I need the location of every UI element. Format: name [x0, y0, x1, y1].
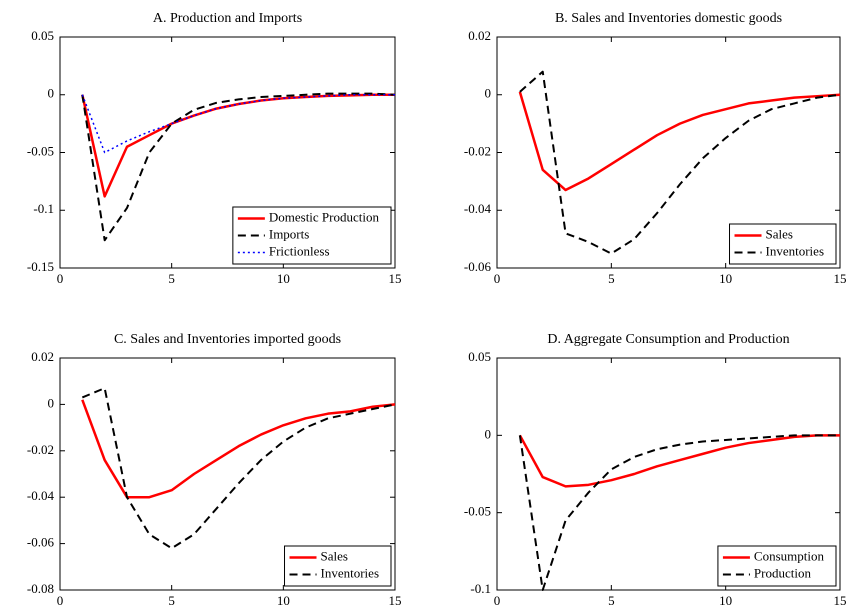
- x-tick-label: 0: [57, 271, 64, 286]
- y-tick-label: 0: [485, 86, 492, 101]
- x-tick-label: 5: [608, 593, 615, 608]
- series-line: [81, 387, 396, 550]
- legend-box: [232, 206, 392, 265]
- subplot: A. Production and Imports -0.15 -0.1 -0.05 0…: [27, 11, 402, 286]
- y-tick-label: 0: [485, 426, 492, 441]
- legend-label: Consumption: [754, 548, 825, 563]
- legend-label: Sales: [321, 548, 348, 563]
- legend-label: Imports: [269, 226, 309, 241]
- series-line: [81, 399, 396, 499]
- legend-box: [729, 223, 837, 265]
- y-tick-label: -0.06: [27, 535, 55, 550]
- subplot-title: B. Sales and Inventories domestic goods: [555, 11, 782, 26]
- x-tick-label: 15: [834, 271, 847, 286]
- x-tick-label: 5: [168, 271, 175, 286]
- series-line: [518, 91, 841, 192]
- legend-box: [284, 545, 392, 587]
- y-tick-label: -0.05: [27, 143, 54, 158]
- legend: Sales Inventories: [284, 545, 392, 587]
- series-line: [81, 94, 395, 154]
- x-tick-label: 15: [834, 593, 847, 608]
- y-tick-label: -0.02: [27, 442, 54, 457]
- legend-label: Sales: [766, 226, 793, 241]
- legend-box: [717, 545, 837, 587]
- y-tick-label: -0.1: [33, 201, 54, 216]
- x-tick-label: 15: [389, 271, 402, 286]
- y-tick-label: 0.05: [468, 349, 491, 364]
- y-tick-label: 0.02: [468, 28, 491, 43]
- y-tick-label: -0.06: [464, 259, 492, 274]
- x-tick-label: 0: [494, 593, 501, 608]
- x-tick-label: 0: [494, 271, 501, 286]
- x-tick-label: 10: [719, 593, 732, 608]
- y-tick-label: 0.02: [31, 349, 54, 364]
- subplot: D. Aggregate Consumption and Production -…: [464, 332, 847, 608]
- y-tick-label: -0.1: [470, 581, 491, 596]
- legend: Domestic Production Imports Frictionless: [232, 206, 392, 265]
- series-line: [81, 93, 395, 198]
- x-tick-label: 10: [719, 271, 732, 286]
- y-tick-label: 0: [48, 86, 55, 101]
- subplot: B. Sales and Inventories domestic goods -…: [464, 11, 847, 286]
- y-tick-label: -0.04: [464, 201, 492, 216]
- subplot-title: A. Production and Imports: [153, 11, 302, 26]
- legend: Consumption Production: [717, 545, 837, 587]
- legend-label: Production: [754, 565, 812, 580]
- series-line: [519, 70, 841, 255]
- legend-label: Inventories: [321, 565, 379, 580]
- series-line: [518, 434, 840, 488]
- y-tick-label: -0.02: [464, 143, 491, 158]
- subplot-title: D. Aggregate Consumption and Production: [547, 332, 789, 347]
- x-tick-label: 10: [277, 593, 290, 608]
- y-tick-label: -0.08: [27, 581, 54, 596]
- legend: Sales Inventories: [729, 223, 837, 265]
- x-tick-label: 5: [168, 593, 175, 608]
- series-line: [518, 434, 840, 591]
- legend-label: Frictionless: [269, 243, 330, 258]
- y-tick-label: 0.05: [31, 28, 54, 43]
- legend-label: Domestic Production: [269, 209, 380, 224]
- x-tick-label: 5: [608, 271, 615, 286]
- series-line: [81, 92, 396, 242]
- subplot: C. Sales and Inventories imported goods -…: [27, 332, 402, 608]
- y-tick-label: -0.15: [27, 259, 54, 274]
- subplot-title: C. Sales and Inventories imported goods: [114, 332, 341, 347]
- x-tick-label: 10: [277, 271, 290, 286]
- y-tick-label: -0.05: [464, 504, 491, 519]
- x-tick-label: 15: [389, 593, 402, 608]
- y-tick-label: -0.04: [27, 488, 55, 503]
- x-tick-label: 0: [57, 593, 64, 608]
- y-tick-label: 0: [48, 395, 55, 410]
- legend-label: Inventories: [766, 243, 824, 258]
